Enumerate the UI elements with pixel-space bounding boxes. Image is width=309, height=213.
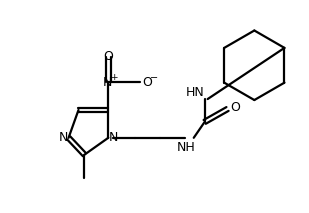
Text: +: + — [111, 73, 118, 82]
Text: N: N — [108, 131, 118, 144]
Text: O: O — [104, 50, 113, 63]
Text: HN: HN — [185, 86, 204, 99]
Text: N: N — [59, 131, 68, 144]
Text: N: N — [103, 76, 112, 89]
Text: NH: NH — [176, 141, 195, 154]
Text: O: O — [142, 76, 152, 89]
Text: O: O — [231, 101, 240, 115]
Text: −: − — [150, 73, 158, 83]
